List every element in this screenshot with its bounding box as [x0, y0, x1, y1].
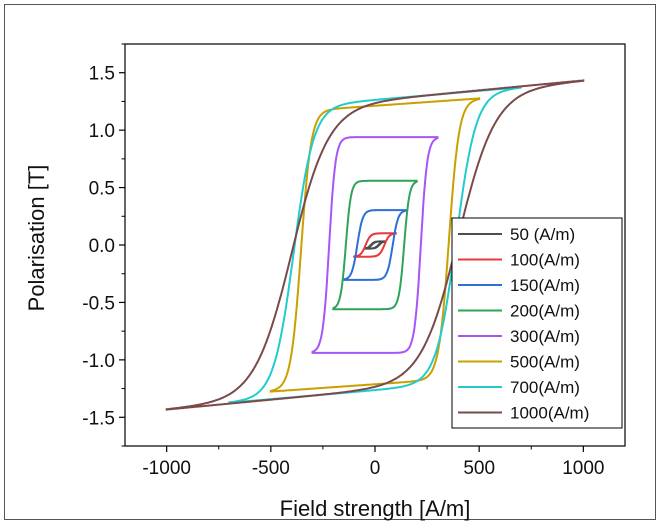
y-tick-label: -1.0: [82, 351, 115, 372]
legend-box: [451, 217, 623, 429]
x-tick-label: -500: [252, 458, 290, 479]
legend-label: 100(A/m): [510, 251, 580, 270]
y-axis-label: Polarisation [T]: [24, 165, 49, 312]
legend-label: 500(A/m): [510, 353, 580, 372]
curves: [165, 79, 585, 411]
legend-label: 150(A/m): [510, 276, 580, 295]
series-line-4: [311, 136, 439, 354]
series-line-5: [269, 97, 481, 393]
axes: -1000 -500 0 500 1000 -1.5 -1.0 -0.5 0.0 0.5 1.0 1.…: [82, 43, 626, 479]
legend-label: 200(A/m): [510, 302, 580, 321]
x-tick-label: 1000: [562, 458, 604, 479]
figure-frame: [4, 4, 656, 520]
series-line-2: [342, 209, 408, 281]
y-tick-label: 0.5: [89, 179, 115, 200]
y-tick-label: -1.5: [82, 408, 115, 429]
series-line-3: [332, 179, 418, 311]
legend-label: 300(A/m): [510, 327, 580, 346]
legend-label: 50 (A/m): [510, 225, 575, 244]
y-tick-label: 0.0: [89, 236, 115, 257]
x-tick-label: -1000: [142, 458, 191, 479]
y-tick-label: 1.5: [89, 64, 115, 85]
legend: 50 (A/m) 100(A/m) 150(A/m) 200(A/m) 300(A/m)…: [451, 217, 623, 429]
y-tick-label: -0.5: [82, 293, 115, 314]
series-line-1: [353, 232, 397, 258]
x-tick-label: 0: [370, 458, 381, 479]
y-tick-label: 1.0: [89, 121, 115, 142]
legend-label: 700(A/m): [510, 378, 580, 397]
series-line-7: [165, 79, 585, 411]
legend-label: 1000(A/m): [510, 404, 589, 423]
x-axis-label: Field strength [A/m]: [280, 496, 471, 521]
x-tick-label: 500: [463, 458, 495, 479]
